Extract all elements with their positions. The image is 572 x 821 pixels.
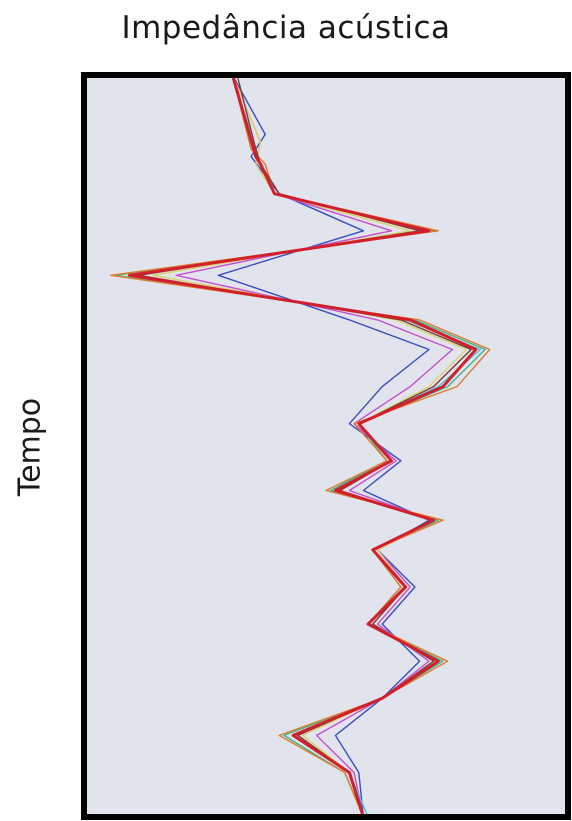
series-layer xyxy=(109,74,491,818)
series-line-2 xyxy=(217,74,430,818)
series-line-1 xyxy=(127,74,478,818)
chart-title: Impedância acústica xyxy=(121,10,451,46)
series-line-3 xyxy=(175,74,454,818)
plot-frame xyxy=(81,72,571,820)
plot-area xyxy=(84,75,568,817)
